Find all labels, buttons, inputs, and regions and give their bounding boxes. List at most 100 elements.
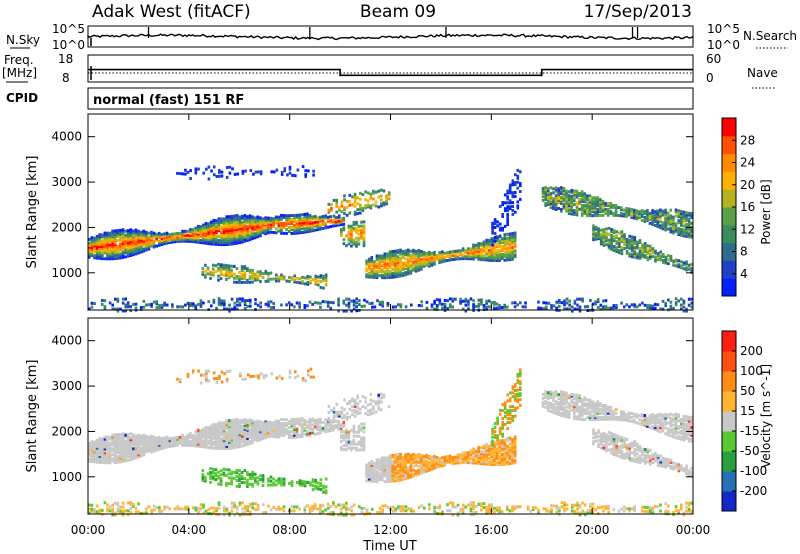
range-cell <box>272 435 275 438</box>
range-cell <box>383 460 387 464</box>
range-cell <box>508 183 512 187</box>
range-cell <box>134 248 138 252</box>
range-cell <box>206 268 210 272</box>
range-cell <box>230 240 234 244</box>
range-cell <box>356 212 359 216</box>
range-cell <box>680 260 683 264</box>
range-cell <box>375 270 379 274</box>
range-cell <box>477 455 480 459</box>
range-cell <box>178 439 182 443</box>
range-cell <box>367 465 371 469</box>
range-cell <box>145 248 148 252</box>
range-cell <box>204 263 207 267</box>
range-cell <box>409 461 413 465</box>
range-cell <box>364 412 367 416</box>
range-cell <box>490 245 494 249</box>
range-cell <box>158 239 161 243</box>
range-cell <box>126 301 130 305</box>
range-cell <box>575 207 579 211</box>
range-cell <box>158 445 161 449</box>
range-cell <box>401 256 405 259</box>
range-cell <box>340 234 343 237</box>
range-cell <box>217 421 221 425</box>
range-cell <box>513 301 517 305</box>
range-cell <box>316 222 320 226</box>
range-cell <box>513 235 517 239</box>
range-cell <box>661 221 665 225</box>
range-cell <box>353 402 357 406</box>
range-cell <box>235 484 239 488</box>
range-cell <box>116 246 120 250</box>
range-cell <box>342 436 346 440</box>
range-cell <box>173 438 177 442</box>
range-cell <box>222 427 226 431</box>
range-cell <box>474 245 478 249</box>
range-cell <box>490 451 494 454</box>
range-cell <box>282 231 286 235</box>
range-cell <box>373 260 376 264</box>
range-cell <box>266 431 270 435</box>
range-cell <box>541 190 545 194</box>
range-cell <box>235 443 239 447</box>
range-cell <box>367 271 371 275</box>
range-cell <box>241 171 245 175</box>
range-cell <box>487 239 491 242</box>
range-cell <box>300 231 304 234</box>
range-cell <box>228 217 231 221</box>
range-cell <box>383 260 387 264</box>
range-cell <box>391 254 394 257</box>
range-cell <box>332 410 336 414</box>
range-cell <box>207 369 211 373</box>
range-cell <box>145 303 148 307</box>
range-cell <box>243 214 247 218</box>
range-cell <box>362 230 366 234</box>
range-cell <box>98 451 101 454</box>
range-cell <box>614 207 618 211</box>
range-cell <box>343 208 346 212</box>
range-cell <box>508 458 512 462</box>
range-cell <box>622 208 626 212</box>
range-cell <box>249 169 253 172</box>
range-cell <box>352 242 356 246</box>
range-cell <box>562 192 566 196</box>
range-cell <box>183 435 187 439</box>
range-cell <box>113 453 117 457</box>
range-cell <box>506 213 509 217</box>
range-cell <box>593 204 597 208</box>
range-cell <box>625 209 628 212</box>
range-cell <box>217 299 221 303</box>
range-cell <box>687 265 691 269</box>
range-cell <box>355 430 358 434</box>
range-cell <box>606 203 610 207</box>
range-cell <box>565 189 568 193</box>
range-cell <box>651 255 655 259</box>
range-cell <box>98 254 101 258</box>
range-cell <box>597 235 600 239</box>
range-cell <box>396 269 400 272</box>
range-cell <box>129 456 133 459</box>
range-cell <box>294 174 297 178</box>
range-cell <box>137 449 140 453</box>
range-cell <box>375 460 379 464</box>
range-cell <box>241 234 244 238</box>
range-cell <box>493 441 496 445</box>
range-cell <box>610 245 613 249</box>
range-cell <box>295 435 299 439</box>
range-cell <box>274 215 278 219</box>
range-cell <box>451 252 454 256</box>
range-cell <box>567 212 571 215</box>
range-cell <box>394 475 397 479</box>
range-cell <box>308 223 312 227</box>
range-cell <box>201 473 205 476</box>
range-cell <box>353 404 357 408</box>
range-cell <box>186 439 190 443</box>
range-cell <box>443 251 447 255</box>
range-cell <box>382 201 386 205</box>
range-cell <box>240 273 244 276</box>
range-cell <box>248 234 252 238</box>
range-cell <box>178 380 182 384</box>
range-cell <box>417 304 421 307</box>
range-cell <box>605 231 608 235</box>
range-cell <box>568 303 571 307</box>
range-cell <box>311 225 314 229</box>
